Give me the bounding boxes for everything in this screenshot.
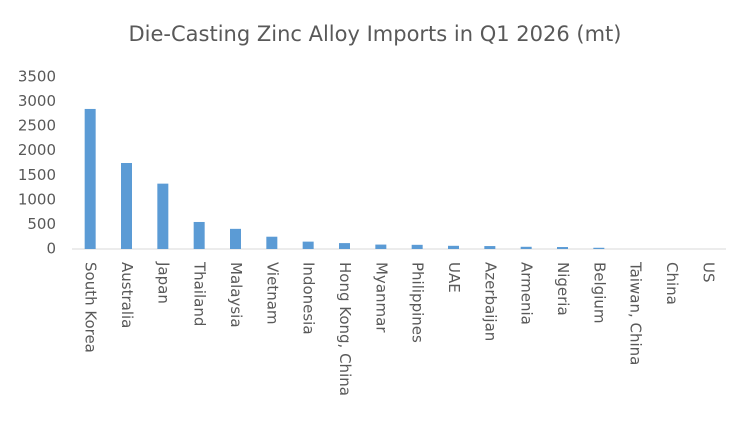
x-tick-label: Indonesia: [300, 262, 318, 335]
y-tick-label: 500: [27, 215, 56, 233]
bar: [484, 246, 496, 249]
bar: [520, 246, 532, 249]
x-tick-label: Armenia: [518, 262, 536, 325]
bar: [448, 245, 459, 249]
bar: [411, 244, 423, 249]
bar: [339, 243, 350, 249]
y-tick-label: 3500: [18, 68, 56, 86]
bar: [302, 241, 314, 249]
chart-title: Die-Casting Zinc Alloy Imports in Q1 202…: [129, 22, 622, 46]
x-tick-label: Thailand: [191, 261, 209, 326]
x-tick-label: Vietnam: [263, 262, 281, 325]
bar: [266, 236, 278, 249]
x-tick-label: South Korea: [82, 262, 100, 353]
y-tick-label: 0: [46, 240, 56, 258]
y-tick-label: 1500: [18, 166, 56, 184]
bar: [193, 221, 205, 249]
x-tick-label: China: [663, 262, 681, 305]
x-tick-label: Myanmar: [372, 262, 390, 333]
y-tick-label: 1000: [18, 190, 56, 208]
x-tick-label: Belgium: [590, 262, 608, 324]
x-tick-label: Nigeria: [554, 262, 572, 316]
x-tick-label: US: [699, 262, 717, 283]
bar: [557, 247, 568, 249]
x-tick-label: Malaysia: [227, 262, 245, 328]
x-tick-label: Hong Kong, China: [336, 262, 354, 396]
bar: [593, 247, 605, 249]
y-tick-label: 3000: [18, 92, 56, 110]
x-tick-label: UAE: [445, 262, 463, 293]
bar: [121, 163, 132, 249]
bar: [157, 183, 169, 249]
x-tick-label: Philippines: [409, 262, 427, 343]
bar: [84, 108, 96, 249]
x-tick-label: Australia: [118, 262, 136, 328]
x-tick-label: Azerbaijan: [481, 262, 499, 341]
y-tick-label: 2500: [18, 117, 56, 135]
x-tick-label: Taiwan, China: [627, 261, 645, 365]
y-tick-label: 2000: [18, 141, 56, 159]
x-tick-label: Japan: [154, 261, 172, 304]
bar: [230, 228, 241, 249]
bar: [375, 244, 387, 249]
